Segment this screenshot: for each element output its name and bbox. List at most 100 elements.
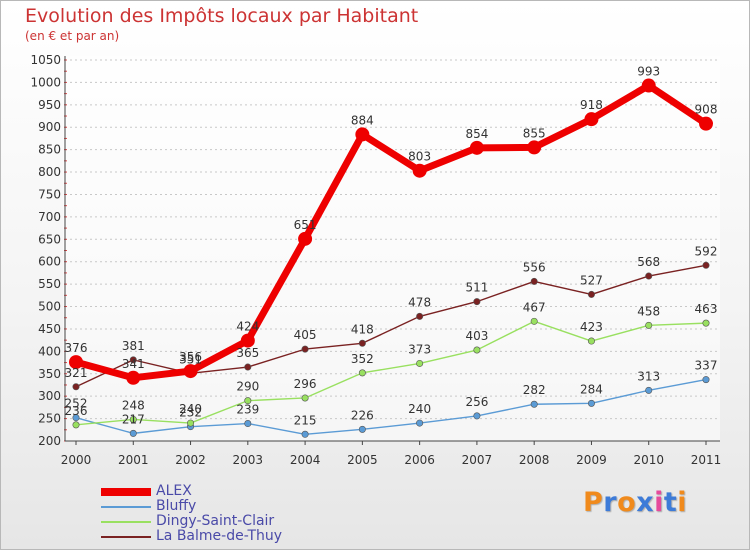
data-point: [240, 333, 255, 348]
data-label: 478: [408, 295, 431, 309]
proxiti-logo: Proxiti: [583, 487, 688, 518]
data-point: [126, 370, 141, 385]
data-label: 215: [294, 413, 317, 427]
legend-label: La Balme-de-Thuy: [156, 528, 283, 544]
data-label: 405: [294, 328, 317, 342]
data-label: 556: [523, 260, 546, 274]
data-point: [530, 317, 538, 325]
data-label: 854: [465, 127, 488, 141]
data-label: 365: [236, 346, 259, 360]
data-point: [416, 419, 424, 427]
data-label: 296: [294, 377, 317, 391]
data-label: 381: [122, 339, 145, 353]
legend-swatch: [101, 506, 151, 508]
data-point: [358, 369, 366, 377]
data-label: 568: [637, 255, 660, 269]
data-point: [699, 116, 713, 131]
x-tick-label: 2001: [118, 453, 149, 467]
y-tick-label: 450: [38, 322, 61, 336]
y-tick-label: 500: [38, 300, 61, 314]
data-label: 884: [351, 113, 374, 127]
data-point: [358, 339, 366, 347]
data-label: 803: [408, 150, 431, 164]
x-tick-label: 2006: [404, 453, 435, 467]
data-point: [702, 319, 710, 327]
data-label: 467: [523, 300, 546, 314]
x-tick-label: 2007: [462, 453, 493, 467]
y-tick-label: 700: [38, 210, 61, 224]
legend-swatch: [101, 536, 151, 538]
chart-title: Evolution des Impôts locaux par Habitant: [25, 5, 419, 27]
data-label: 908: [695, 103, 718, 117]
series-line-dingy-saint-clair: [75, 320, 707, 426]
data-label: 527: [580, 273, 603, 287]
data-label: 463: [695, 302, 718, 316]
data-label: 284: [580, 382, 603, 396]
x-tick-label: 2005: [347, 453, 378, 467]
data-point: [473, 346, 481, 354]
data-label: 226: [351, 408, 374, 422]
data-label: 239: [236, 403, 259, 417]
data-point: [244, 420, 252, 428]
legend-label: Bluffy: [156, 498, 197, 514]
data-point: [355, 127, 370, 142]
data-label: 290: [236, 380, 259, 394]
data-label: 351: [179, 352, 202, 366]
y-tick-label: 1050: [30, 53, 61, 67]
y-tick-label: 600: [38, 255, 61, 269]
legend-swatch: [101, 488, 151, 496]
data-label: 424: [236, 320, 259, 334]
data-point: [527, 140, 542, 155]
legend-label: Dingy-Saint-Clair: [156, 513, 275, 529]
data-label: 217: [122, 412, 145, 426]
data-point: [587, 290, 595, 298]
x-tick-label: 2000: [61, 453, 92, 467]
data-point: [72, 414, 80, 422]
x-tick-label: 2004: [290, 453, 321, 467]
y-tick-label: 250: [38, 412, 61, 426]
data-label: 592: [695, 244, 718, 258]
legend-swatch: [101, 521, 151, 523]
data-point: [358, 425, 366, 433]
data-point: [702, 261, 710, 269]
y-tick-label: 650: [38, 232, 61, 246]
data-point: [69, 355, 83, 370]
data-point: [301, 430, 309, 438]
y-tick-label: 750: [38, 187, 61, 201]
series-line-alex: [75, 82, 708, 382]
data-point: [469, 140, 484, 155]
y-tick-label: 800: [38, 165, 61, 179]
data-point: [702, 376, 710, 384]
data-label: 376: [65, 341, 88, 355]
data-label: 458: [637, 304, 660, 318]
data-point: [416, 359, 424, 367]
data-point: [473, 298, 481, 306]
data-label: 356: [179, 350, 202, 364]
data-point: [412, 163, 427, 178]
data-label: 918: [580, 98, 603, 112]
data-label: 240: [408, 402, 431, 416]
data-label: 403: [465, 329, 488, 343]
data-point: [72, 421, 80, 429]
y-tick-label: 850: [38, 143, 61, 157]
data-point: [244, 397, 252, 405]
data-point: [301, 394, 309, 402]
data-point: [530, 400, 538, 408]
data-point: [530, 277, 538, 285]
y-tick-label: 400: [38, 344, 61, 358]
data-point: [301, 345, 309, 353]
data-label: 232: [179, 406, 202, 420]
data-point: [129, 415, 137, 423]
data-point: [645, 272, 653, 280]
data-point: [187, 419, 195, 427]
data-point: [298, 231, 313, 246]
y-tick-label: 550: [38, 277, 61, 291]
data-label: 352: [351, 352, 374, 366]
y-tick-label: 950: [38, 98, 61, 112]
chart-subtitle: (en € et par an): [25, 29, 120, 43]
data-label: 248: [122, 398, 145, 412]
x-tick-label: 2003: [233, 453, 264, 467]
x-tick-label: 2009: [576, 453, 607, 467]
data-point: [473, 412, 481, 420]
